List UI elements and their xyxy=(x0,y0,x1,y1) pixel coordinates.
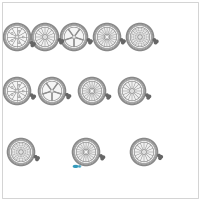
Circle shape xyxy=(35,27,55,47)
Circle shape xyxy=(33,95,35,98)
Circle shape xyxy=(147,97,149,99)
Circle shape xyxy=(7,27,27,47)
Circle shape xyxy=(97,27,117,47)
Circle shape xyxy=(43,35,47,39)
Circle shape xyxy=(50,89,54,93)
Circle shape xyxy=(22,36,24,38)
Circle shape xyxy=(11,86,13,88)
Circle shape xyxy=(76,142,96,162)
Circle shape xyxy=(15,89,19,93)
Circle shape xyxy=(123,40,125,42)
Circle shape xyxy=(15,35,19,39)
Circle shape xyxy=(91,90,93,92)
Circle shape xyxy=(156,40,158,43)
Circle shape xyxy=(30,42,33,44)
Circle shape xyxy=(11,32,13,34)
Circle shape xyxy=(66,94,68,96)
Circle shape xyxy=(122,81,142,101)
Circle shape xyxy=(153,39,156,41)
Circle shape xyxy=(19,150,23,154)
Circle shape xyxy=(148,95,151,98)
Circle shape xyxy=(104,34,110,40)
Circle shape xyxy=(142,150,146,154)
Circle shape xyxy=(120,39,123,41)
Circle shape xyxy=(146,94,148,96)
Circle shape xyxy=(61,40,64,42)
Circle shape xyxy=(130,27,150,47)
Circle shape xyxy=(101,157,103,160)
Circle shape xyxy=(22,90,24,92)
Circle shape xyxy=(37,157,39,159)
Circle shape xyxy=(60,41,62,44)
Circle shape xyxy=(160,156,162,158)
Circle shape xyxy=(31,44,34,47)
Circle shape xyxy=(32,97,34,99)
Circle shape xyxy=(100,155,102,157)
Circle shape xyxy=(138,35,142,39)
Circle shape xyxy=(134,142,154,162)
Circle shape xyxy=(18,30,20,32)
Circle shape xyxy=(90,40,92,42)
Ellipse shape xyxy=(73,166,78,167)
Circle shape xyxy=(34,156,37,158)
Circle shape xyxy=(18,42,20,44)
Circle shape xyxy=(108,95,111,98)
Circle shape xyxy=(106,94,108,96)
Ellipse shape xyxy=(79,166,81,167)
Circle shape xyxy=(33,43,35,45)
Circle shape xyxy=(122,41,124,44)
Circle shape xyxy=(87,39,90,41)
Circle shape xyxy=(158,154,160,157)
Circle shape xyxy=(58,39,61,41)
Circle shape xyxy=(11,142,31,162)
Circle shape xyxy=(154,41,157,44)
Circle shape xyxy=(102,156,105,158)
Circle shape xyxy=(18,96,20,98)
Circle shape xyxy=(42,81,62,101)
Circle shape xyxy=(30,94,33,96)
Circle shape xyxy=(72,35,76,39)
Circle shape xyxy=(130,89,134,93)
Circle shape xyxy=(11,94,13,96)
Circle shape xyxy=(82,81,102,101)
Circle shape xyxy=(67,96,69,99)
Circle shape xyxy=(107,97,109,99)
Circle shape xyxy=(85,151,87,153)
Circle shape xyxy=(36,158,38,161)
Circle shape xyxy=(11,40,13,42)
Circle shape xyxy=(159,157,161,159)
Circle shape xyxy=(68,95,71,97)
Circle shape xyxy=(7,81,27,101)
Circle shape xyxy=(106,36,108,38)
Circle shape xyxy=(89,41,91,44)
Circle shape xyxy=(89,88,95,94)
Circle shape xyxy=(83,149,89,155)
Circle shape xyxy=(18,84,20,86)
Circle shape xyxy=(64,27,84,47)
